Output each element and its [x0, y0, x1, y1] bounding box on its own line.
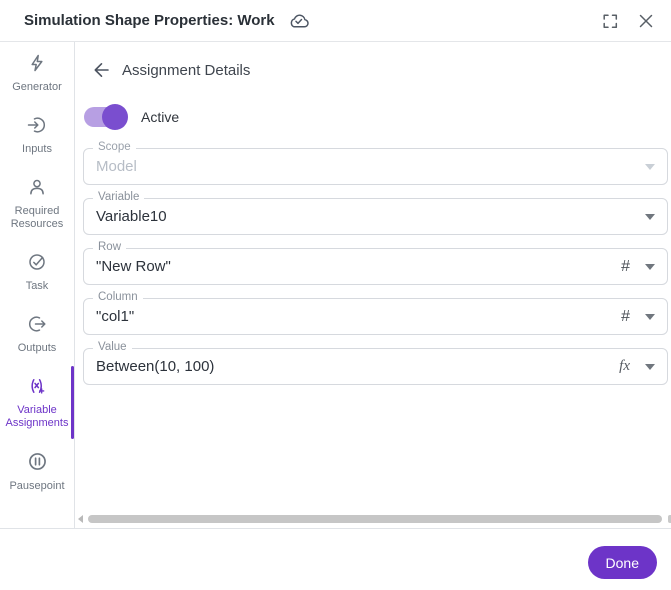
close-icon — [637, 14, 655, 33]
circle-check-icon — [27, 252, 47, 277]
back-arrow-icon — [91, 63, 111, 83]
sidebar-item-variable-assignments[interactable]: Variable Assignments — [0, 365, 74, 439]
scope-value: Model — [96, 158, 137, 175]
sidebar-item-label: Generator — [12, 81, 62, 93]
formula-fx-icon[interactable]: fx — [619, 358, 630, 374]
sidebar-item-inputs[interactable]: Inputs — [0, 115, 74, 157]
parentheses-x-plus-icon — [27, 376, 47, 401]
sidebar: Generator Inputs Requi — [0, 42, 75, 528]
chevron-down-icon[interactable] — [645, 363, 655, 370]
number-format-icon[interactable]: # — [621, 257, 630, 275]
variable-select[interactable]: Variable Variable10 — [83, 191, 668, 235]
detail-header: Assignment Details — [91, 60, 671, 80]
active-toggle-row: Active — [84, 104, 671, 130]
scope-label: Scope — [93, 141, 136, 153]
sidebar-item-label: Inputs — [22, 142, 52, 155]
dialog-body: Generator Inputs Requi — [0, 42, 671, 528]
row-input[interactable]: Row "New Row" # — [83, 241, 668, 285]
toggle-knob — [102, 104, 128, 130]
chevron-down-icon[interactable] — [645, 263, 655, 270]
arrow-into-circle-icon — [27, 115, 47, 140]
scroll-left-arrow-icon[interactable] — [78, 515, 83, 523]
sidebar-item-label: Required Resources — [10, 204, 64, 231]
sidebar-item-label: Outputs — [17, 341, 57, 354]
column-input[interactable]: Column "col1" # — [83, 291, 668, 335]
active-toggle[interactable] — [84, 104, 128, 130]
chevron-down-icon[interactable] — [645, 213, 655, 220]
fullscreen-button[interactable] — [601, 12, 619, 30]
scope-select[interactable]: Scope Model — [83, 141, 668, 185]
chevron-down-icon[interactable] — [645, 163, 655, 170]
back-button[interactable] — [91, 60, 111, 80]
pause-circle-icon — [27, 451, 48, 477]
sidebar-item-pausepoint[interactable]: Pausepoint — [0, 451, 74, 494]
sidebar-item-label: Task — [25, 280, 49, 292]
lightning-bolt-icon — [27, 53, 47, 78]
cloud-check-icon — [287, 12, 310, 29]
value-value: Between(10, 100) — [96, 358, 215, 375]
arrow-out-of-circle-icon — [27, 314, 47, 339]
horizontal-scrollbar[interactable] — [78, 513, 671, 525]
number-format-icon[interactable]: # — [621, 307, 630, 325]
person-icon — [27, 177, 47, 202]
fullscreen-icon — [601, 13, 619, 33]
dialog-title: Simulation Shape Properties: Work — [24, 12, 275, 29]
dialog-footer: Done — [0, 528, 671, 590]
row-label: Row — [93, 241, 127, 253]
done-button[interactable]: Done — [587, 546, 657, 579]
close-button[interactable] — [637, 12, 655, 30]
scrollbar-thumb[interactable] — [88, 515, 662, 523]
panel-title: Assignment Details — [122, 61, 251, 79]
value-input[interactable]: Value Between(10, 100) fx — [83, 341, 668, 385]
active-toggle-label: Active — [141, 109, 180, 125]
assignment-form: Scope Model Variable Variable10 Row "New… — [83, 141, 668, 385]
chevron-down-icon[interactable] — [645, 313, 655, 320]
sidebar-item-required-resources[interactable]: Required Resources — [0, 177, 74, 233]
column-value: "col1" — [96, 308, 135, 325]
column-label: Column — [93, 291, 143, 303]
row-value: "New Row" — [96, 258, 171, 275]
sidebar-item-generator[interactable]: Generator — [0, 53, 74, 95]
assignment-details-panel: Assignment Details Active Scope Model Va… — [75, 42, 671, 528]
variable-value: Variable10 — [96, 208, 167, 225]
value-label: Value — [93, 341, 132, 353]
titlebar: Simulation Shape Properties: Work — [0, 0, 671, 42]
sidebar-item-outputs[interactable]: Outputs — [0, 314, 74, 356]
variable-label: Variable — [93, 191, 145, 203]
scroll-right-arrow-icon[interactable] — [668, 515, 671, 523]
sidebar-item-label: Pausepoint — [9, 480, 65, 492]
sidebar-item-task[interactable]: Task — [0, 252, 74, 294]
sidebar-item-label: Variable Assignments — [5, 403, 69, 430]
